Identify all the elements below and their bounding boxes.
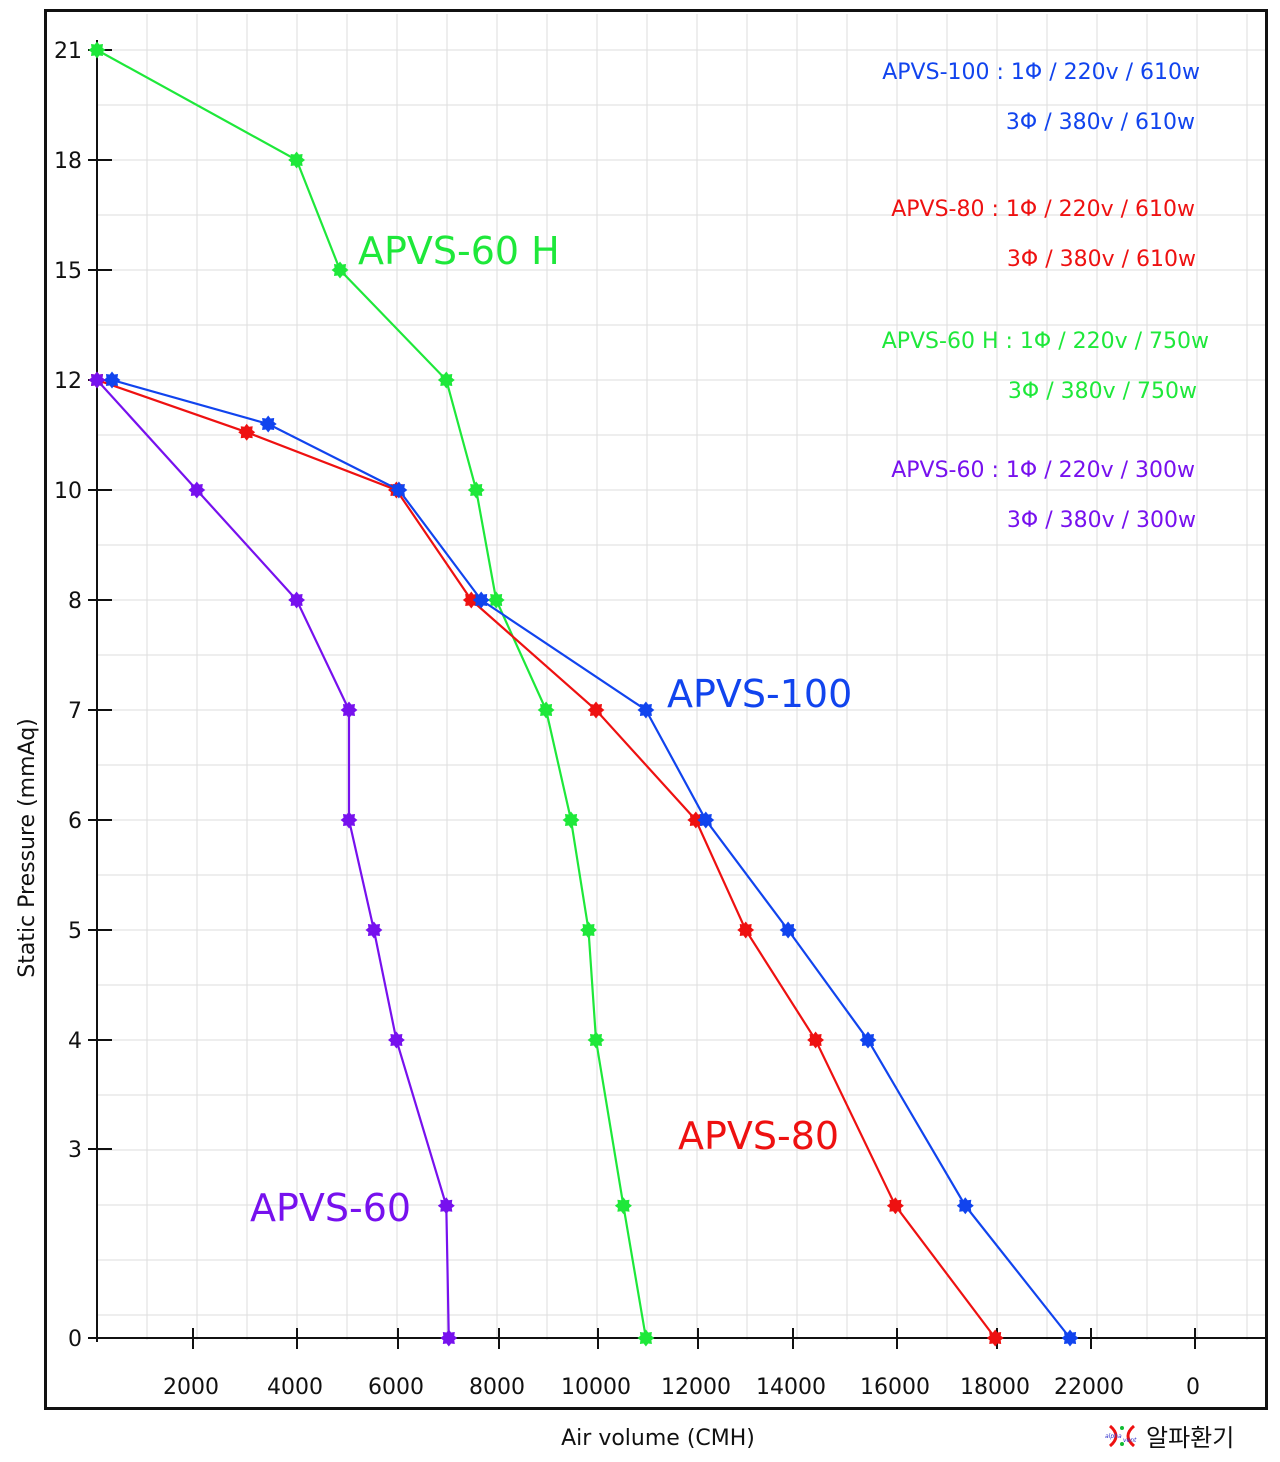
x-ticks: 2000 4000 6000 8000 10000 12000 14000 16000 1800… xyxy=(163,1328,1200,1400)
series-apvs-100 xyxy=(103,371,1079,1347)
data-point-apvs-100 xyxy=(259,415,277,433)
series-line-apvs-100 xyxy=(111,378,1071,1339)
y-tick-label: 8 xyxy=(68,589,82,614)
data-point-apvs-60 xyxy=(365,921,383,939)
legend-apvs-100-line2: 3Φ / 380v / 610w xyxy=(1006,110,1195,135)
curve-label-apvs-100: APVS-100 xyxy=(667,672,852,716)
data-point-apvs-80 xyxy=(886,1197,904,1215)
x-tick-label: 12000 xyxy=(661,1375,731,1400)
legend: APVS-100 : 1Φ / 220v / 610w 3Φ / 380v / … xyxy=(882,60,1209,533)
data-point-apvs-60h xyxy=(587,1031,605,1049)
x-tick-label: 0 xyxy=(1186,1375,1200,1400)
svg-text:vent: vent xyxy=(1123,1437,1137,1444)
y-tick-label: 10 xyxy=(54,479,82,504)
data-point-apvs-60 xyxy=(88,371,106,389)
data-point-apvs-60h xyxy=(580,921,597,939)
svg-text:alpha: alpha xyxy=(1105,1433,1122,1440)
data-point-apvs-60h xyxy=(637,1329,655,1347)
data-point-apvs-60 xyxy=(340,701,358,719)
legend-apvs-60-line2: 3Φ / 380v / 300w xyxy=(1007,508,1196,533)
data-point-apvs-60h xyxy=(288,151,306,169)
y-tick-label: 18 xyxy=(54,149,82,174)
series-line-apvs-60h xyxy=(96,49,647,1339)
curve-label-apvs-80: APVS-80 xyxy=(678,1114,839,1158)
data-point-apvs-100 xyxy=(956,1197,974,1215)
x-tick-label: 22000 xyxy=(1054,1375,1124,1400)
legend-apvs-60h-line1: APVS-60 H : 1Φ / 220v / 750w xyxy=(882,329,1209,354)
data-point-apvs-60h xyxy=(467,481,485,499)
y-tick-label: 15 xyxy=(54,259,82,284)
data-point-apvs-80 xyxy=(238,423,256,441)
data-point-apvs-60 xyxy=(437,1197,455,1215)
data-point-apvs-100 xyxy=(637,701,655,719)
data-point-apvs-100 xyxy=(103,371,121,389)
x-tick-label: 4000 xyxy=(267,1375,323,1400)
data-point-apvs-60h xyxy=(614,1197,632,1215)
curve-label-apvs-60h: APVS-60 H xyxy=(358,229,560,273)
y-tick-label: 21 xyxy=(54,39,82,64)
data-point-apvs-100 xyxy=(779,921,797,939)
y-tick-label: 5 xyxy=(68,919,82,944)
y-tick-label: 7 xyxy=(68,699,82,724)
series-line-apvs-80 xyxy=(96,378,997,1339)
data-point-apvs-60h xyxy=(437,371,455,389)
data-point-apvs-100 xyxy=(472,591,490,609)
legend-apvs-80-line2: 3Φ / 380v / 610w xyxy=(1007,247,1196,272)
data-point-apvs-60h xyxy=(88,41,106,59)
y-tick-label: 3 xyxy=(68,1138,82,1163)
x-tick-label: 8000 xyxy=(469,1375,525,1400)
data-point-apvs-60h xyxy=(562,811,580,829)
data-point-apvs-60h xyxy=(487,591,505,609)
y-tick-label: 4 xyxy=(68,1029,82,1054)
data-point-apvs-60 xyxy=(440,1329,458,1347)
series-apvs-80 xyxy=(88,371,1004,1347)
data-point-apvs-100 xyxy=(390,481,408,499)
data-point-apvs-100 xyxy=(1061,1329,1079,1347)
y-tick-label: 6 xyxy=(68,809,82,834)
data-point-apvs-80 xyxy=(807,1031,825,1049)
data-point-apvs-100 xyxy=(859,1031,877,1049)
brand-name: 알파환기 xyxy=(1146,1424,1235,1452)
brand-logo: alpha vent 알파환기 xyxy=(1104,1418,1234,1453)
x-tick-label: 2000 xyxy=(163,1375,219,1400)
alpha-vent-logo-icon: alpha vent xyxy=(1105,1424,1137,1447)
y-axis-title: Static Pressure (mmAq) xyxy=(15,718,40,978)
data-point-apvs-100 xyxy=(697,811,715,829)
x-tick-label: 10000 xyxy=(561,1375,631,1400)
x-axis-title: Air volume (CMH) xyxy=(561,1426,755,1451)
legend-apvs-60-line1: APVS-60 : 1Φ / 220v / 300w xyxy=(891,458,1195,483)
data-point-apvs-80 xyxy=(986,1329,1004,1347)
x-tick-label: 14000 xyxy=(756,1375,826,1400)
grid xyxy=(97,14,1265,1340)
y-tick-label: 12 xyxy=(54,369,82,394)
data-point-apvs-60h xyxy=(331,261,349,279)
legend-apvs-100-line1: APVS-100 : 1Φ / 220v / 610w xyxy=(882,60,1200,85)
x-tick-label: 16000 xyxy=(860,1375,930,1400)
x-tick-label: 6000 xyxy=(368,1375,424,1400)
legend-apvs-60h-line2: 3Φ / 380v / 750w xyxy=(1008,379,1197,404)
series-apvs-60 xyxy=(88,371,458,1347)
series-group xyxy=(88,41,1079,1347)
data-point-apvs-80 xyxy=(737,921,755,939)
data-point-apvs-60 xyxy=(340,811,358,829)
y-ticks: 21 18 15 12 10 8 7 6 5 4 3 0 xyxy=(54,39,112,1352)
chart-frame xyxy=(44,9,1268,1410)
data-point-apvs-60h xyxy=(537,701,555,719)
data-point-apvs-60 xyxy=(387,1031,405,1049)
legend-apvs-80-line1: APVS-80 : 1Φ / 220v / 610w xyxy=(891,197,1195,222)
x-tick-label: 18000 xyxy=(960,1375,1030,1400)
series-apvs-60h xyxy=(88,41,655,1347)
curve-label-apvs-60: APVS-60 xyxy=(250,1186,411,1230)
data-point-apvs-80 xyxy=(587,701,605,719)
y-tick-label: 0 xyxy=(68,1327,82,1352)
data-point-apvs-60 xyxy=(288,591,306,609)
data-point-apvs-60 xyxy=(188,481,206,499)
